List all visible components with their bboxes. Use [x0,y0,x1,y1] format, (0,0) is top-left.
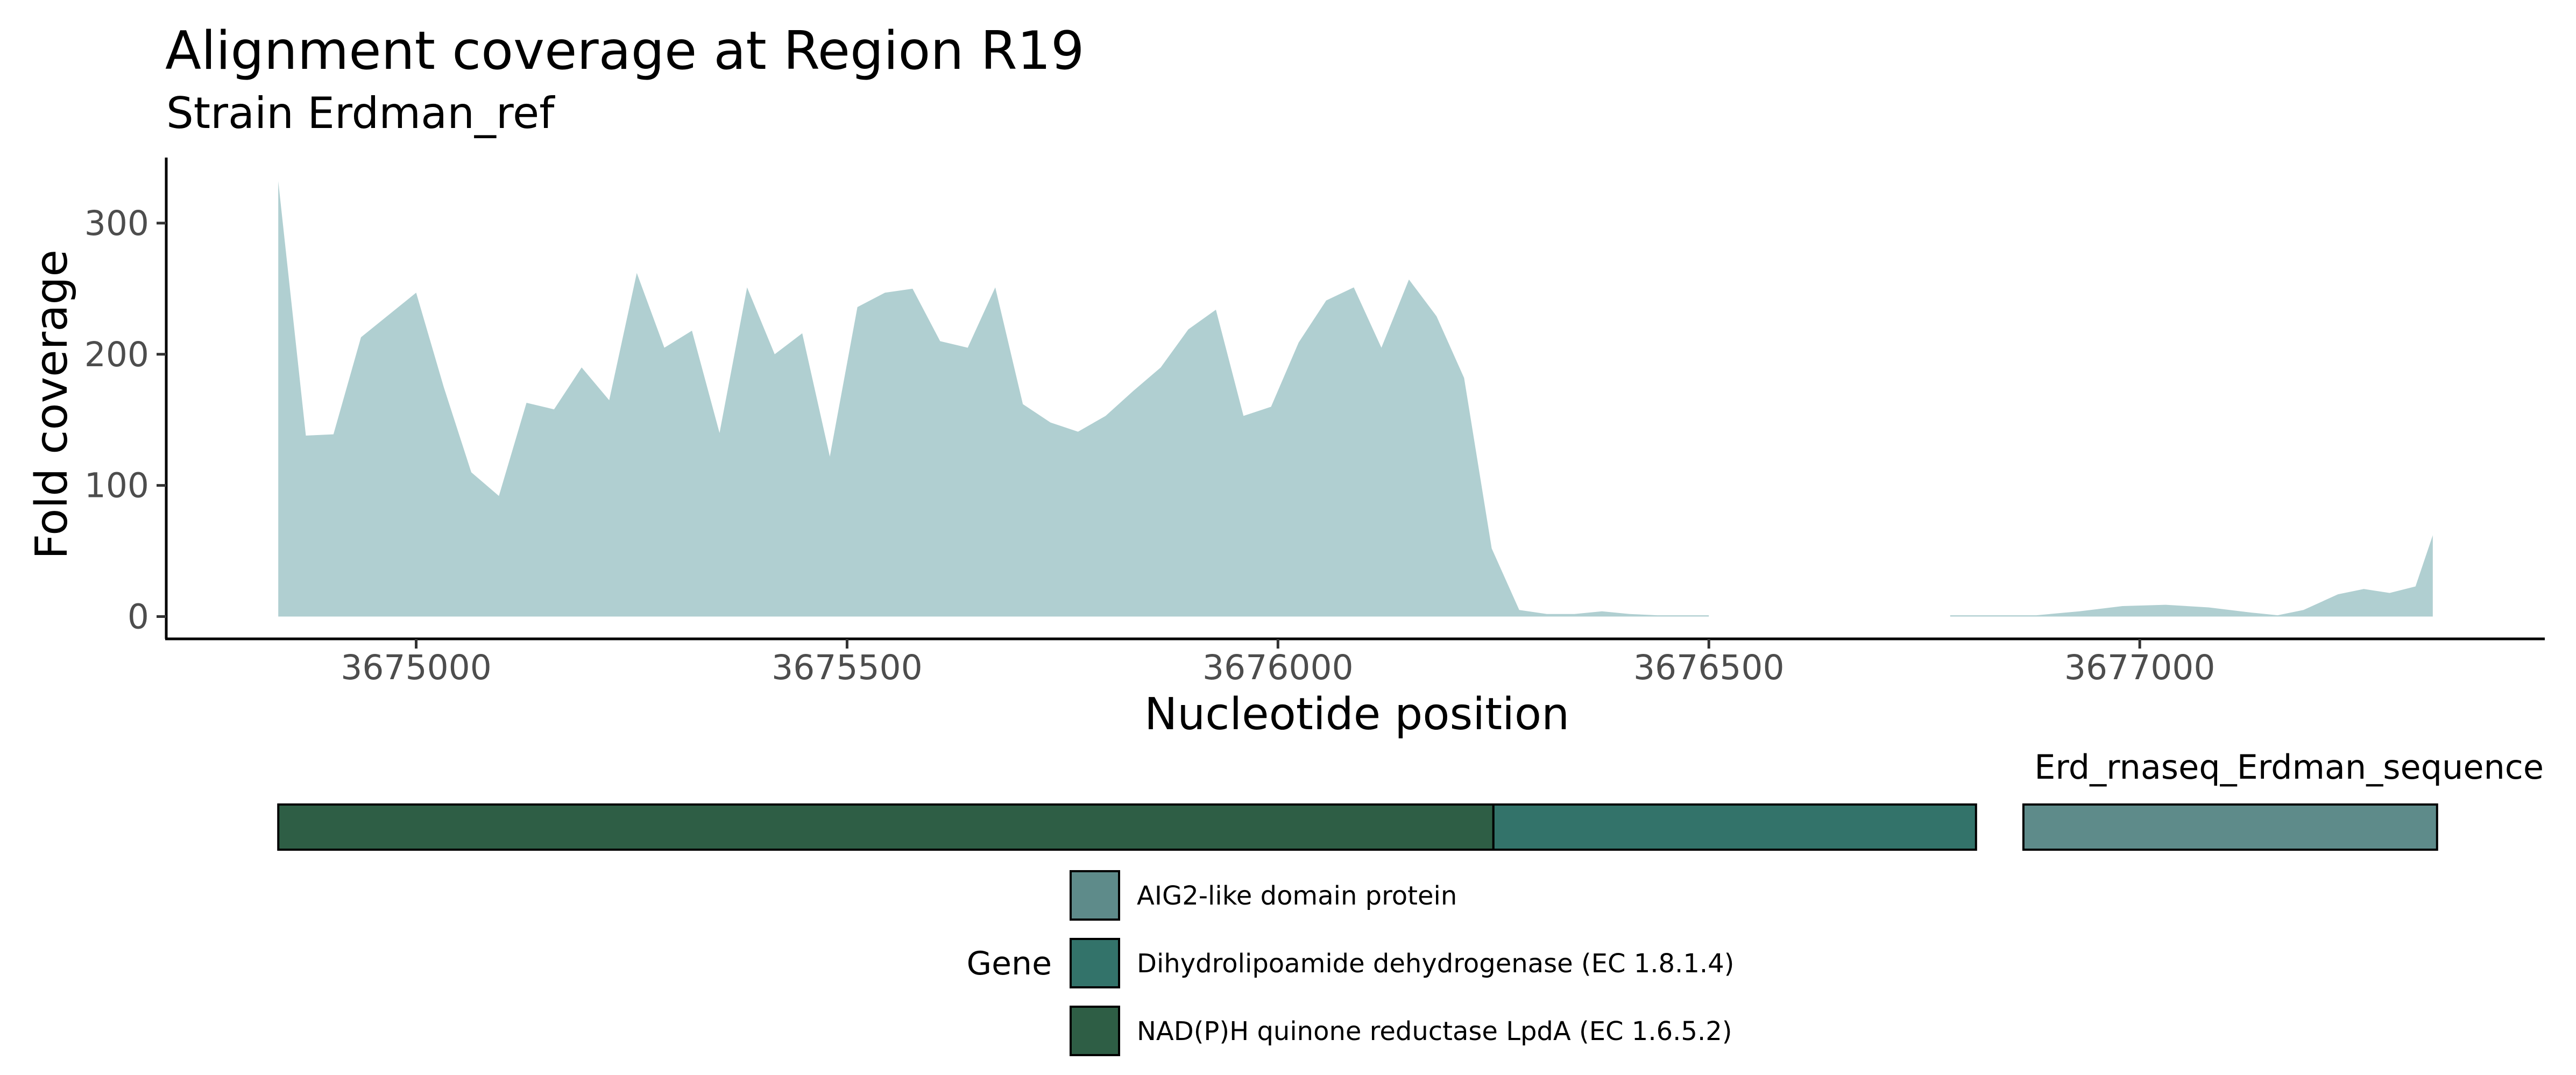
legend-key [1070,870,1120,921]
legend-label: Dihydrolipoamide dehydrogenase (EC 1.8.1… [1137,949,1734,979]
y-tick-label: 300 [84,204,149,243]
gene-block-3 [2022,803,2438,851]
x-tick-label: 3675000 [341,648,492,687]
coverage-area-segment-2 [1950,535,2433,617]
y-axis-ticks: 0 100 200 300 [84,204,166,637]
gene-track-label: Erd_rnaseq_Erdman_sequence [2034,747,2544,787]
x-tick-label: 3675500 [772,648,923,687]
coverage-area-segment-1 [278,181,1709,617]
legend-key [1070,1006,1120,1056]
legend-key [1070,938,1120,988]
x-axis-ticks: 3675000 3675500 3676000 3676500 3677000 [341,639,2215,687]
y-tick-label: 200 [84,335,149,374]
x-tick-label: 3677000 [2064,648,2216,687]
chart-title: Alignment coverage at Region R19 [165,20,1084,82]
y-tick-label: 0 [128,597,149,637]
gene-block-2 [1492,803,1977,851]
chart-subtitle: Strain Erdman_ref [166,88,555,138]
legend-title: Gene [967,945,1052,983]
gene-track [277,803,2438,851]
y-tick-label: 100 [84,466,149,506]
y-axis-title: Fold coverage [26,250,77,559]
legend-label: NAD(P)H quinone reductase LpdA (EC 1.6.5… [1137,1016,1732,1046]
legend-label: AIG2-like domain protein [1137,881,1457,911]
coverage-area-layer [278,181,2433,617]
x-tick-label: 3676500 [1633,648,1785,687]
legend: AIG2-like domain protein Dihydrolipoamide… [1070,870,1734,1056]
x-tick-label: 3676000 [1202,648,1354,687]
x-axis-title: Nucleotide position [1144,689,1569,740]
gene-block-1 [277,803,1495,851]
